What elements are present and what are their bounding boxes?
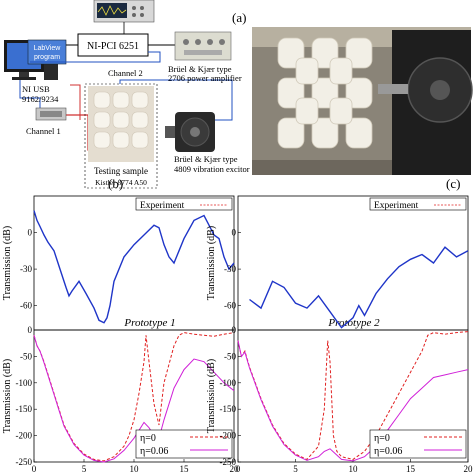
testing-sample-label: Testing sample (94, 166, 148, 176)
panel-b: (b) Prototype 1 -60 -30 0 Experiment -250 -20… (2, 176, 239, 474)
exciter-model-label: 4809 vibration excitor (174, 164, 250, 174)
panelb-bottom-xtick-label: 20 (230, 464, 240, 474)
panelc-bottom-ytick-label: -150 (220, 404, 237, 414)
chart-c: -60 -30 0 Experiment -250 -200 -150 -100 -50 0 0 5 1… (206, 195, 474, 474)
setup-photo (252, 27, 473, 175)
panelc-bottom-series-2-line (237, 340, 469, 462)
panelc-bottom-ytick-label: -200 (220, 431, 237, 441)
panelc-legend-experiment: Experiment (374, 201, 419, 211)
panelb-bottom-ytick-label: -200 (16, 431, 33, 441)
panelb-ylabel-top: Transmission (dB) (2, 226, 13, 300)
panelb-top-ytick-label: -60 (20, 301, 32, 311)
ni-usb-label: NI USB (22, 84, 50, 94)
panelc-bottom-xtick-label: 10 (349, 464, 359, 474)
panelb-bottom-xtick-label: 0 (32, 464, 37, 474)
panelc-bottom-legend (369, 429, 467, 459)
panelb-legend-eta-0: η=0 (140, 433, 156, 444)
subtitle-b: Prototype 1 (123, 317, 175, 329)
panelb-bottom-xtick-label: 15 (180, 464, 190, 474)
kistler-label: Kistler 8774 A50 (95, 178, 147, 187)
panelc-bottom-ytick-label: -50 (224, 351, 236, 361)
panelb-legend-experiment: Experiment (140, 201, 185, 211)
panelc-top-ytick-label: 0 (232, 228, 237, 238)
panelc-top-legend (369, 197, 467, 211)
panelc-bottom-xtick-label: 15 (406, 464, 416, 474)
panelb-bottom-ytick-label: -50 (20, 351, 32, 361)
ni-pci-label: NI-PCI 6251 (87, 41, 139, 52)
panelc-bottom-ytick-label: -250 (220, 457, 237, 467)
panelb-top-legend (135, 197, 233, 211)
panelc-bottom-xtick-label: 0 (236, 464, 241, 474)
panelc-legend-eta-0: η=0 (374, 433, 390, 444)
ni-usb-device-icon (35, 107, 67, 121)
panelb-top-ytick-label: 0 (28, 228, 33, 238)
panelc-top-ytick-label: -30 (224, 264, 236, 274)
exciter-label: Brüel & Kjær type (174, 154, 238, 164)
panel-label-b: (b) (108, 176, 123, 191)
sample-dashed-frame (84, 83, 158, 189)
panel-a: (a) LabView program NI-PCI 6251 (4, 0, 473, 189)
testing-sample-photo (88, 86, 154, 162)
panelc-ylabel-top: Transmission (dB) (206, 226, 217, 300)
panelb-bottom-ytick-label: -100 (16, 378, 33, 388)
panelc-bottom-ytick-label: 0 (232, 325, 237, 335)
panelb-bottom-xtick-label: 10 (130, 464, 140, 474)
panelc-bottom-xtick-label: 5 (293, 464, 298, 474)
panel-c: (c) Prototype 2 -60-300Experiment-250-20… (206, 176, 473, 474)
labview-label: LabView (34, 45, 62, 52)
amplifier-label: Brüel & Kjær type (168, 64, 232, 74)
panelb-legend-eta-1: η=0.06 (140, 446, 168, 457)
vibration-exciter-icon (165, 112, 215, 152)
power-amplifier-icon (174, 31, 232, 61)
chart-b: -60 -30 0 Experiment -250 -200 -150 -100 -50 0 0 5 1… (2, 195, 240, 474)
panelb-bottom-ytick-label: -250 (16, 457, 33, 467)
channel2-label: Channel 2 (108, 68, 143, 78)
panelc-bottom-ytick-label: -100 (220, 378, 237, 388)
panel-label-c: (c) (446, 176, 460, 191)
oscilloscope-icon (93, 0, 155, 34)
wiring (19, 44, 233, 151)
panelb-bottom-series-2-line (33, 335, 235, 463)
panelc-legend-eta-1: η=0.06 (374, 446, 402, 457)
amplifier-model-label: 2706 power amplifier (168, 73, 242, 83)
panelc-ylabel-bottom: Transmission (dB) (206, 359, 217, 433)
panelb-bottom-legend (135, 429, 233, 459)
panelc-bottom-xtick-label: 20 (464, 464, 474, 474)
panelb-bottom-xtick-label: 5 (82, 464, 87, 474)
panelc-top-ytick-label: -60 (224, 301, 236, 311)
channel1-label: Channel 1 (26, 126, 61, 136)
panelb-ylabel-bottom: Transmission (dB) (2, 359, 13, 433)
panelc-top-series-1-line (249, 246, 469, 329)
panel-label-a: (a) (232, 10, 246, 25)
program-label: program (34, 54, 60, 61)
ni-usb-model-label: 9162/9234 (22, 94, 59, 104)
panelb-bottom-ytick-label: -150 (16, 404, 33, 414)
panelb-top-ytick-label: -30 (20, 264, 32, 274)
labview-box (27, 39, 67, 65)
panelb-bottom-ytick-label: 0 (28, 325, 33, 335)
panelb-top-series-1-line (33, 210, 235, 324)
